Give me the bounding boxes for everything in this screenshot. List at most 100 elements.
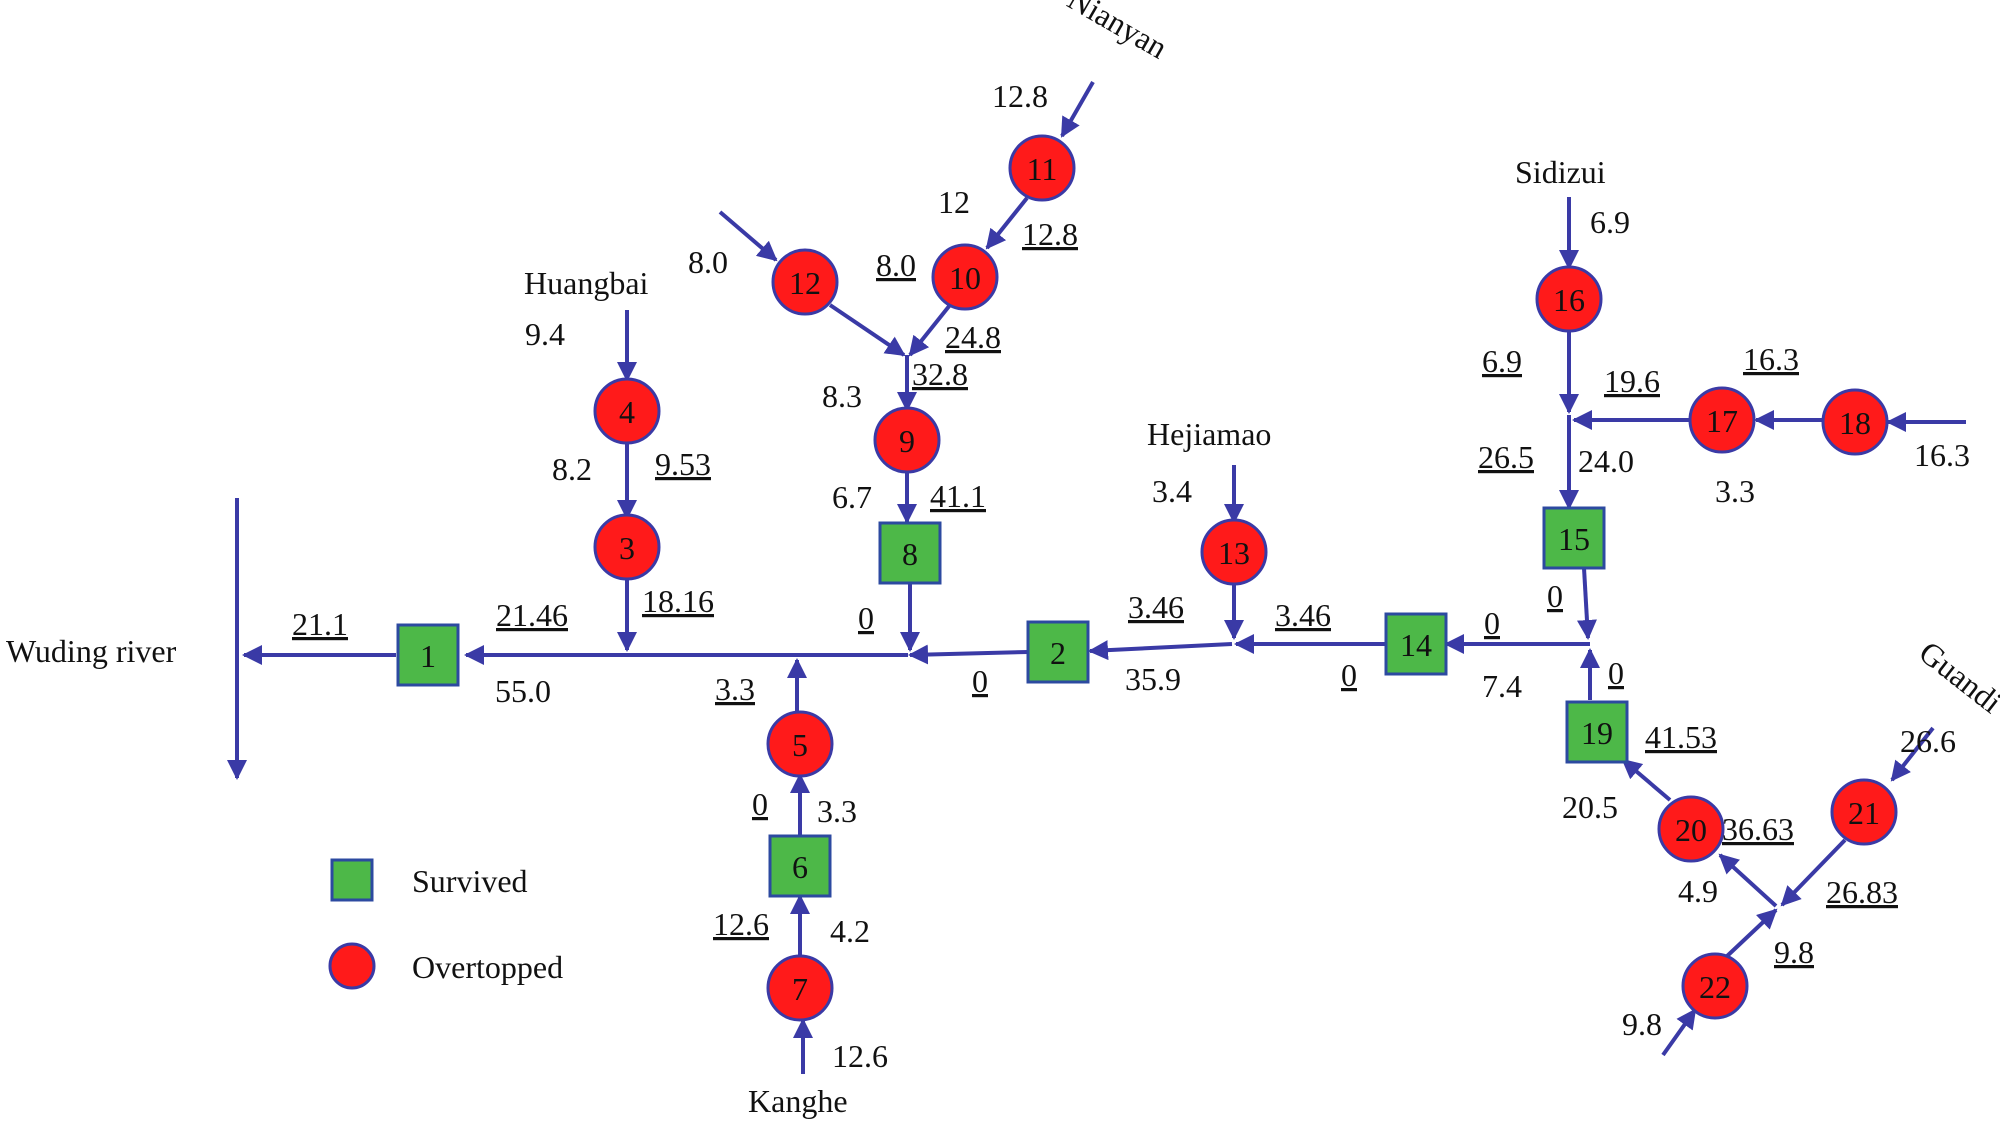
flow-value: 3.3 <box>817 793 857 829</box>
legend-survived-swatch <box>330 858 374 902</box>
flow-value: 6.9 <box>1482 343 1522 379</box>
flow-value: 8.0 <box>688 244 728 280</box>
node-21: 21 <box>1830 778 1898 846</box>
node-10-label: 10 <box>949 260 981 296</box>
node-1: 1 <box>396 623 460 687</box>
node-10: 10 <box>931 243 999 311</box>
flow-value: 0 <box>752 786 768 822</box>
node-15-shape <box>1542 506 1606 570</box>
node-18-shape <box>1821 388 1889 456</box>
node-14-label: 14 <box>1400 627 1432 663</box>
node-20-shape <box>1657 795 1725 863</box>
node-16-shape <box>1535 265 1603 333</box>
node-2-label: 2 <box>1050 635 1066 671</box>
flow-value: 41.53 <box>1645 719 1717 755</box>
node-6: 6 <box>768 834 832 898</box>
flow-value: 8.0 <box>876 247 916 283</box>
node-16: 16 <box>1535 265 1603 333</box>
node-4-shape <box>593 377 661 445</box>
legend-overtopped-swatch <box>328 942 376 990</box>
flow-value: 3.3 <box>1715 473 1755 509</box>
flow-value: 3.3 <box>715 671 755 707</box>
node-10-shape <box>931 243 999 311</box>
edge-10-to-j10 <box>908 303 952 357</box>
node-20: 20 <box>1657 795 1725 863</box>
flow-value: 9.8 <box>1774 934 1814 970</box>
flow-value: 7.4 <box>1482 668 1522 704</box>
edge-inflow-to-12 <box>718 210 778 262</box>
flow-value: 16.3 <box>1743 341 1799 377</box>
node-6-shape <box>768 834 832 898</box>
flow-value: 3.46 <box>1275 597 1331 633</box>
node-9: 9 <box>873 406 941 474</box>
node-15: 15 <box>1542 506 1606 570</box>
node-7: 7 <box>766 954 834 1022</box>
flow-value: 26.6 <box>1900 723 1956 759</box>
node-17-shape <box>1688 386 1756 454</box>
flow-value: 0 <box>1484 605 1500 641</box>
node-14-shape <box>1384 612 1448 676</box>
node-3: 3 <box>593 513 661 581</box>
node-13-label: 13 <box>1218 535 1250 571</box>
flow-value: 21.46 <box>496 597 568 633</box>
place-nianyan: Nianyan <box>1062 0 1174 66</box>
node-19-label: 19 <box>1581 715 1613 751</box>
edge-j13-to-2 <box>1088 640 1233 661</box>
flow-value: 26.5 <box>1478 439 1534 475</box>
node-22-label: 22 <box>1699 969 1731 1005</box>
node-8-label: 8 <box>902 536 918 572</box>
flow-value: 12.8 <box>1022 216 1078 252</box>
node-4-label: 4 <box>619 394 635 430</box>
node-11: 11 <box>1008 134 1076 202</box>
legend-survived-label: Survived <box>412 863 528 899</box>
node-5: 5 <box>766 710 834 778</box>
node-17-label: 17 <box>1706 403 1738 439</box>
flow-edges <box>227 81 1966 1074</box>
place-kanghe: Kanghe <box>748 1083 848 1119</box>
place-labels: Wuding river Huangbai Nianyan Hejiamao S… <box>6 0 2000 1119</box>
edge-20-to-19 <box>1621 758 1672 802</box>
flow-value: 55.0 <box>495 673 551 709</box>
node-17: 17 <box>1688 386 1756 454</box>
flow-value: 41.1 <box>930 478 986 514</box>
flow-value: 20.5 <box>1562 789 1618 825</box>
edge-nianyan-to-11 <box>1060 81 1095 138</box>
flow-value: 0 <box>972 663 988 699</box>
flow-value: 8.3 <box>822 378 862 414</box>
node-2-shape <box>1026 620 1090 684</box>
legend-overtopped-label: Overtopped <box>412 949 563 985</box>
edge-inflow-to-22 <box>1661 1008 1697 1057</box>
node-5-label: 5 <box>792 727 808 763</box>
edge-11-to-10 <box>985 196 1029 250</box>
place-huangbai: Huangbai <box>524 265 649 301</box>
node-3-shape <box>593 513 661 581</box>
node-21-shape <box>1830 778 1898 846</box>
node-7-shape <box>766 954 834 1022</box>
flow-value: 32.8 <box>912 356 968 392</box>
flow-value: 12.6 <box>713 906 769 942</box>
place-hejiamao: Hejiamao <box>1147 416 1271 452</box>
flow-value: 16.3 <box>1914 437 1970 473</box>
node-8: 8 <box>878 521 942 585</box>
node-9-shape <box>873 406 941 474</box>
flow-value: 24.0 <box>1578 443 1634 479</box>
flow-value: 9.8 <box>1622 1006 1662 1042</box>
node-22-shape <box>1681 952 1749 1020</box>
node-12: 12 <box>771 248 839 316</box>
node-13-shape <box>1200 518 1268 586</box>
flow-value: 0 <box>1547 578 1563 614</box>
flow-value: 24.8 <box>945 319 1001 355</box>
flow-value: 21.1 <box>292 606 348 642</box>
node-9-label: 9 <box>899 423 915 459</box>
node-6-label: 6 <box>792 849 808 885</box>
node-19-shape <box>1565 700 1629 764</box>
flow-value: 6.9 <box>1590 204 1630 240</box>
legend: Survived Overtopped <box>328 858 563 990</box>
node-1-shape <box>396 623 460 687</box>
node-4: 4 <box>593 377 661 445</box>
edge-guandi-to-21 <box>1890 726 1935 782</box>
edge-15-to-j19 <box>1576 567 1597 640</box>
flow-value: 12.6 <box>832 1038 888 1074</box>
